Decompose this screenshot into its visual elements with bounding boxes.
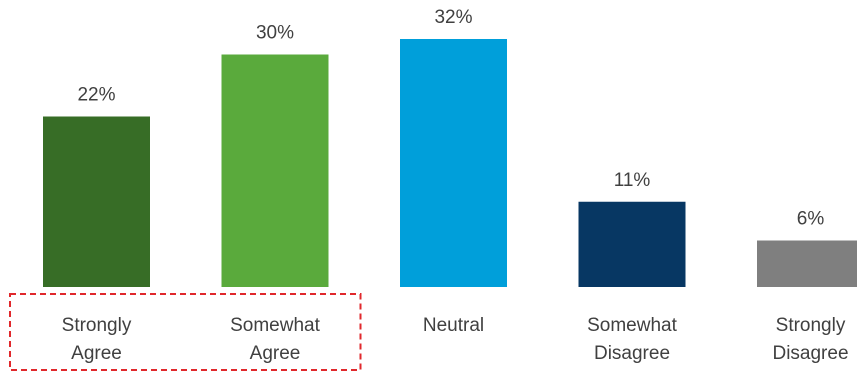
value-label-somewhat-agree: 30% [256, 23, 294, 44]
value-label-strongly-disagree: 6% [797, 209, 825, 230]
bar-somewhat-agree [221, 54, 329, 287]
category-label-line: Agree [71, 343, 122, 364]
category-label-strongly-agree: Strongly Agree [62, 315, 132, 364]
value-label-somewhat-disagree: 11% [614, 170, 651, 191]
category-labels-group: Strongly Agree Somewhat Agree Neutral Somewha… [62, 315, 849, 364]
category-label-line: Neutral [423, 315, 484, 336]
value-label-neutral: 32% [434, 7, 472, 28]
category-label-line: Strongly [62, 315, 132, 336]
category-label-line: Strongly [776, 315, 846, 336]
bar-strongly-agree [43, 116, 150, 287]
category-label-line: Disagree [594, 343, 670, 364]
bars-group [43, 39, 857, 287]
value-label-strongly-agree: 22% [77, 85, 115, 106]
category-label-somewhat-agree: Somewhat Agree [230, 315, 320, 364]
bar-strongly-disagree [757, 240, 857, 287]
category-label-line: Disagree [772, 343, 848, 364]
bar-somewhat-disagree [578, 201, 686, 287]
category-label-line: Somewhat [230, 315, 320, 336]
category-label-line: Somewhat [587, 315, 677, 336]
category-label-line: Agree [250, 343, 301, 364]
highlight-box [9, 293, 362, 371]
category-label-neutral: Neutral [423, 315, 484, 336]
category-label-strongly-disagree: Strongly Disagree [772, 315, 848, 364]
category-label-somewhat-disagree: Somewhat Disagree [587, 315, 677, 364]
value-labels-group: 22% 30% 32% 11% 6% [77, 7, 824, 230]
bar-neutral [400, 39, 507, 287]
